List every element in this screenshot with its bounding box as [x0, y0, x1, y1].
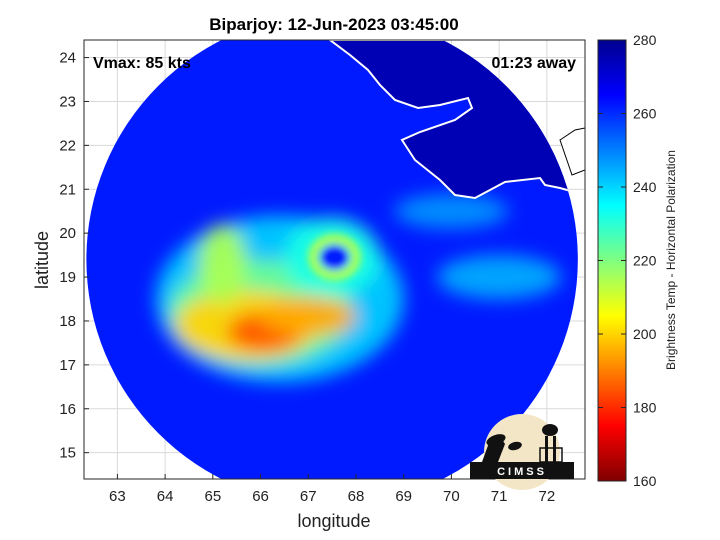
cimss-logo: CIMSS	[470, 414, 574, 490]
vmax-annotation: Vmax: 85 kts	[93, 55, 191, 72]
x-tick-label: 66	[252, 488, 269, 505]
x-tick-label: 63	[109, 488, 126, 505]
x-tick-label: 70	[443, 488, 460, 505]
x-tick-label: 72	[538, 488, 555, 505]
colorbar-tick-label: 200	[633, 326, 657, 342]
x-tick-label: 65	[204, 488, 221, 505]
x-tick-labels: 63 64 65 66 67 68 69 70 71 72	[109, 474, 555, 505]
y-tick-label: 23	[59, 93, 76, 110]
x-tick-label: 68	[348, 488, 365, 505]
x-tick-label: 69	[395, 488, 412, 505]
feature-outer-band-east	[437, 255, 562, 300]
x-axis-label: longitude	[297, 511, 370, 531]
y-tick-label: 16	[59, 401, 76, 418]
x-tick-label: 67	[300, 488, 317, 505]
colorbar-tick-label: 160	[633, 473, 657, 489]
y-tick-label: 20	[59, 225, 76, 242]
y-axis-label: latitude	[32, 231, 52, 289]
feature-rainband-south	[260, 296, 356, 337]
colorbar: 160 180 200 220 240 260 280 Brightness Temp - …	[597, 32, 678, 489]
y-tick-label: 19	[59, 269, 76, 286]
colorbar-tick-label: 180	[633, 400, 657, 416]
y-tick-label: 18	[59, 313, 76, 330]
eyewall-ring	[308, 233, 361, 281]
colorbar-tick-label: 280	[633, 32, 657, 48]
y-tick-label: 17	[59, 357, 76, 374]
y-tick-label: 21	[59, 181, 76, 198]
colorbar-tick-label: 260	[633, 106, 657, 122]
feature-rainband-west	[198, 224, 247, 304]
storm-eye	[320, 245, 349, 270]
y-tick-label: 22	[59, 137, 76, 154]
y-tick-labels: 15 16 17 18 19 20 21 22 23 24	[59, 50, 89, 462]
feature-outer-band-northeast	[394, 193, 509, 229]
time-offset-annotation: 01:23 away	[491, 55, 576, 72]
logo-lettering: CIMSS	[497, 466, 547, 478]
y-tick-label: 24	[59, 50, 76, 67]
y-tick-label: 15	[59, 445, 76, 462]
colorbar-label: Brightness Temp - Horizontal Polarizatio…	[664, 150, 678, 370]
colorbar-tick-label: 240	[633, 179, 657, 195]
x-tick-label: 71	[491, 488, 508, 505]
x-tick-label: 64	[157, 488, 174, 505]
chart-title: Biparjoy: 12-Jun-2023 03:45:00	[209, 15, 458, 34]
colorbar-tick-label: 220	[633, 253, 657, 269]
